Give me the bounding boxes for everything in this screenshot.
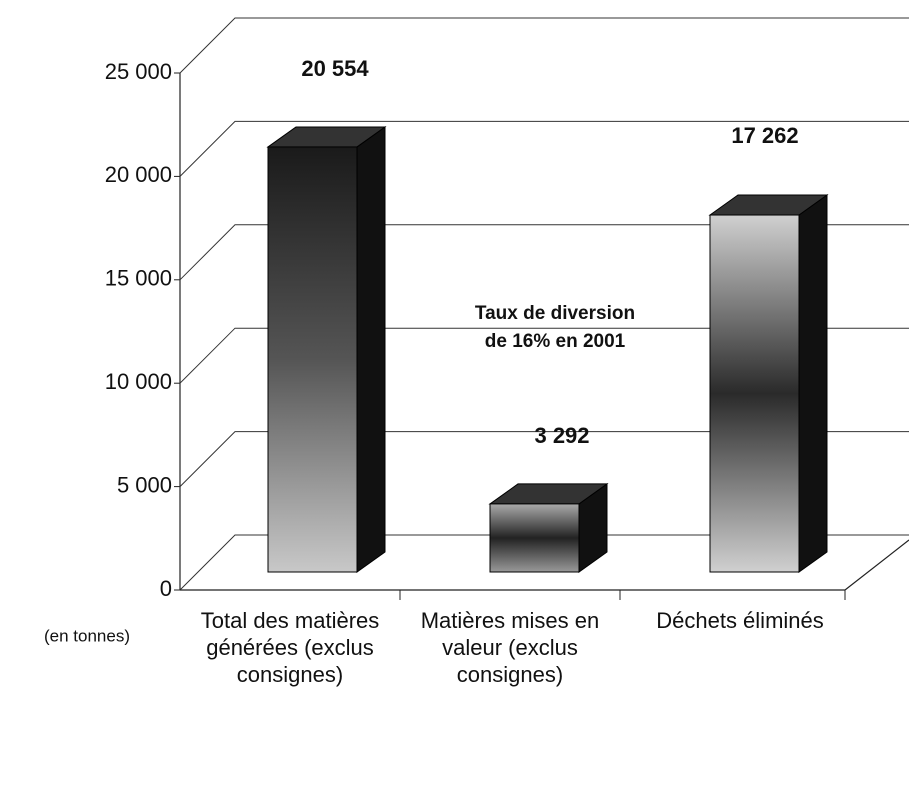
value-label: 20 554 <box>301 56 369 81</box>
y-tick-label: 25 000 <box>105 59 172 84</box>
y-tick-label: 10 000 <box>105 369 172 394</box>
annotation: Taux de diversion de 16% en 2001 <box>474 303 636 352</box>
value-label: 3 292 <box>534 423 589 448</box>
bar <box>709 214 800 573</box>
x-tick-label: Matières mises en valeur (exclus consign… <box>420 608 600 687</box>
y-tick-label: 20 000 <box>105 162 172 187</box>
bar <box>267 146 358 573</box>
y-tick-label: 5 000 <box>117 472 172 497</box>
grid-line <box>179 224 909 281</box>
y-tick-label: 15 000 <box>105 266 172 291</box>
y-tick-label: 0 <box>160 576 172 601</box>
value-label: 17 262 <box>731 123 798 148</box>
grid-line <box>179 431 909 487</box>
grid-line <box>179 534 909 591</box>
bar-side <box>356 125 386 573</box>
x-tick-label: Total des matières générées (exclus cons… <box>200 608 380 687</box>
grid-line <box>179 17 909 74</box>
grid-line <box>179 120 909 177</box>
grid-line <box>179 327 909 384</box>
bar <box>489 503 580 573</box>
x-tick-label: Déchets éliminés <box>656 608 824 633</box>
bar-side <box>798 194 828 573</box>
y-axis-label: (en tonnes) <box>44 626 130 645</box>
